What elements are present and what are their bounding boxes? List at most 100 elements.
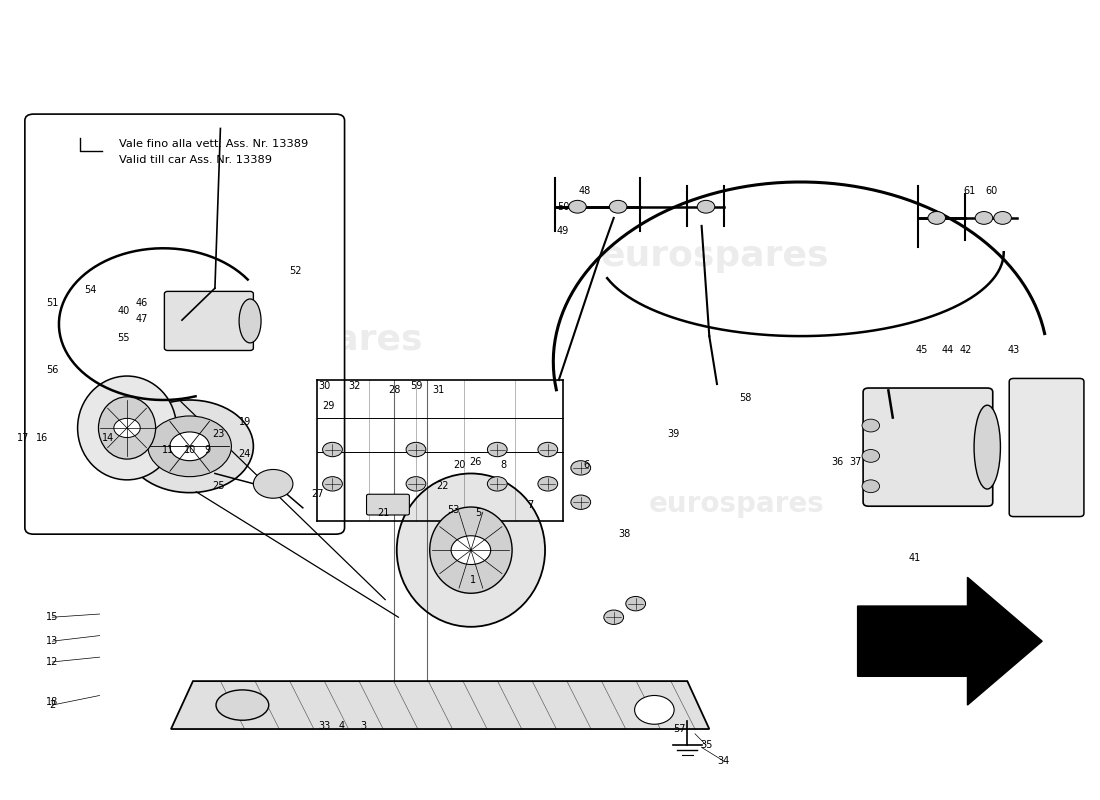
Circle shape <box>538 442 558 457</box>
Text: eurospares: eurospares <box>649 490 825 518</box>
Circle shape <box>626 597 646 611</box>
Circle shape <box>609 200 627 213</box>
Circle shape <box>487 442 507 457</box>
Text: 47: 47 <box>135 314 147 323</box>
Text: 6: 6 <box>583 461 590 470</box>
Text: eurospares: eurospares <box>601 239 829 274</box>
Text: 5: 5 <box>475 509 482 518</box>
Text: 57: 57 <box>673 724 686 734</box>
Text: 34: 34 <box>717 756 729 766</box>
Text: 58: 58 <box>739 394 751 403</box>
Text: 7: 7 <box>527 501 534 510</box>
Ellipse shape <box>239 299 261 343</box>
Text: 35: 35 <box>700 740 712 750</box>
Text: 32: 32 <box>349 381 361 390</box>
FancyBboxPatch shape <box>25 114 344 534</box>
Text: 40: 40 <box>118 306 130 315</box>
Text: 14: 14 <box>102 434 114 443</box>
Circle shape <box>406 477 426 491</box>
Text: Vale fino alla vett. Ass. Nr. 13389: Vale fino alla vett. Ass. Nr. 13389 <box>119 139 309 150</box>
Text: 41: 41 <box>909 553 921 563</box>
Text: 38: 38 <box>618 529 630 539</box>
Text: 11: 11 <box>162 445 174 454</box>
Circle shape <box>862 419 880 432</box>
Text: 10: 10 <box>184 445 196 454</box>
FancyBboxPatch shape <box>164 291 253 350</box>
Text: 45: 45 <box>915 346 927 355</box>
Text: 42: 42 <box>959 346 971 355</box>
Text: 21: 21 <box>377 509 389 518</box>
Text: 2: 2 <box>50 700 55 710</box>
Text: 48: 48 <box>579 186 592 196</box>
Text: 51: 51 <box>46 298 58 307</box>
Text: 61: 61 <box>964 186 976 196</box>
Text: Valid till car Ass. Nr. 13389: Valid till car Ass. Nr. 13389 <box>119 155 273 166</box>
Ellipse shape <box>78 376 176 480</box>
Text: 22: 22 <box>436 482 449 491</box>
Circle shape <box>571 495 591 510</box>
Circle shape <box>976 211 992 224</box>
Text: 29: 29 <box>322 402 334 411</box>
Text: 17: 17 <box>16 434 29 443</box>
Text: 54: 54 <box>85 285 97 294</box>
Text: 55: 55 <box>118 333 130 342</box>
Polygon shape <box>858 578 1042 705</box>
Polygon shape <box>170 681 710 729</box>
Circle shape <box>571 461 591 475</box>
Text: 18: 18 <box>46 697 58 707</box>
Text: 12: 12 <box>46 657 58 667</box>
Text: 23: 23 <box>212 429 224 438</box>
Text: 9: 9 <box>205 445 210 454</box>
Circle shape <box>322 477 342 491</box>
Text: eurospares: eurospares <box>67 490 242 518</box>
Ellipse shape <box>397 474 546 627</box>
Circle shape <box>538 477 558 491</box>
Text: 49: 49 <box>557 226 570 236</box>
Text: 3: 3 <box>360 721 366 731</box>
Text: 44: 44 <box>942 346 954 355</box>
Text: 1: 1 <box>470 574 476 585</box>
Circle shape <box>697 200 715 213</box>
Text: 13: 13 <box>46 636 58 646</box>
Text: 31: 31 <box>432 386 444 395</box>
Text: 4: 4 <box>338 721 344 731</box>
Ellipse shape <box>975 405 1000 489</box>
Circle shape <box>862 450 880 462</box>
Polygon shape <box>858 610 966 673</box>
Text: 33: 33 <box>319 721 331 731</box>
Text: 50: 50 <box>557 202 570 212</box>
Ellipse shape <box>216 690 268 720</box>
Text: 39: 39 <box>667 429 679 438</box>
FancyBboxPatch shape <box>864 388 992 506</box>
Ellipse shape <box>430 507 513 594</box>
Circle shape <box>635 695 674 724</box>
Circle shape <box>322 442 342 457</box>
Text: 30: 30 <box>319 381 331 390</box>
Circle shape <box>993 211 1011 224</box>
Circle shape <box>928 211 946 224</box>
Circle shape <box>147 416 231 477</box>
Circle shape <box>451 536 491 565</box>
Text: 8: 8 <box>500 461 507 470</box>
Circle shape <box>487 477 507 491</box>
Circle shape <box>253 470 293 498</box>
Circle shape <box>569 200 586 213</box>
Text: 27: 27 <box>311 490 323 499</box>
Text: 24: 24 <box>239 450 251 459</box>
Text: 36: 36 <box>832 458 844 467</box>
Text: 16: 16 <box>36 434 48 443</box>
Text: 60: 60 <box>986 186 998 196</box>
Ellipse shape <box>99 397 155 459</box>
Text: 59: 59 <box>410 381 422 390</box>
Text: 52: 52 <box>289 266 301 276</box>
Circle shape <box>406 442 426 457</box>
Circle shape <box>169 432 209 461</box>
FancyBboxPatch shape <box>1009 378 1084 517</box>
Circle shape <box>114 418 140 438</box>
Text: 56: 56 <box>46 365 58 374</box>
Circle shape <box>862 480 880 493</box>
Text: 15: 15 <box>46 612 58 622</box>
Text: 28: 28 <box>388 386 400 395</box>
Text: 46: 46 <box>135 298 147 307</box>
Text: eurospares: eurospares <box>194 323 422 357</box>
